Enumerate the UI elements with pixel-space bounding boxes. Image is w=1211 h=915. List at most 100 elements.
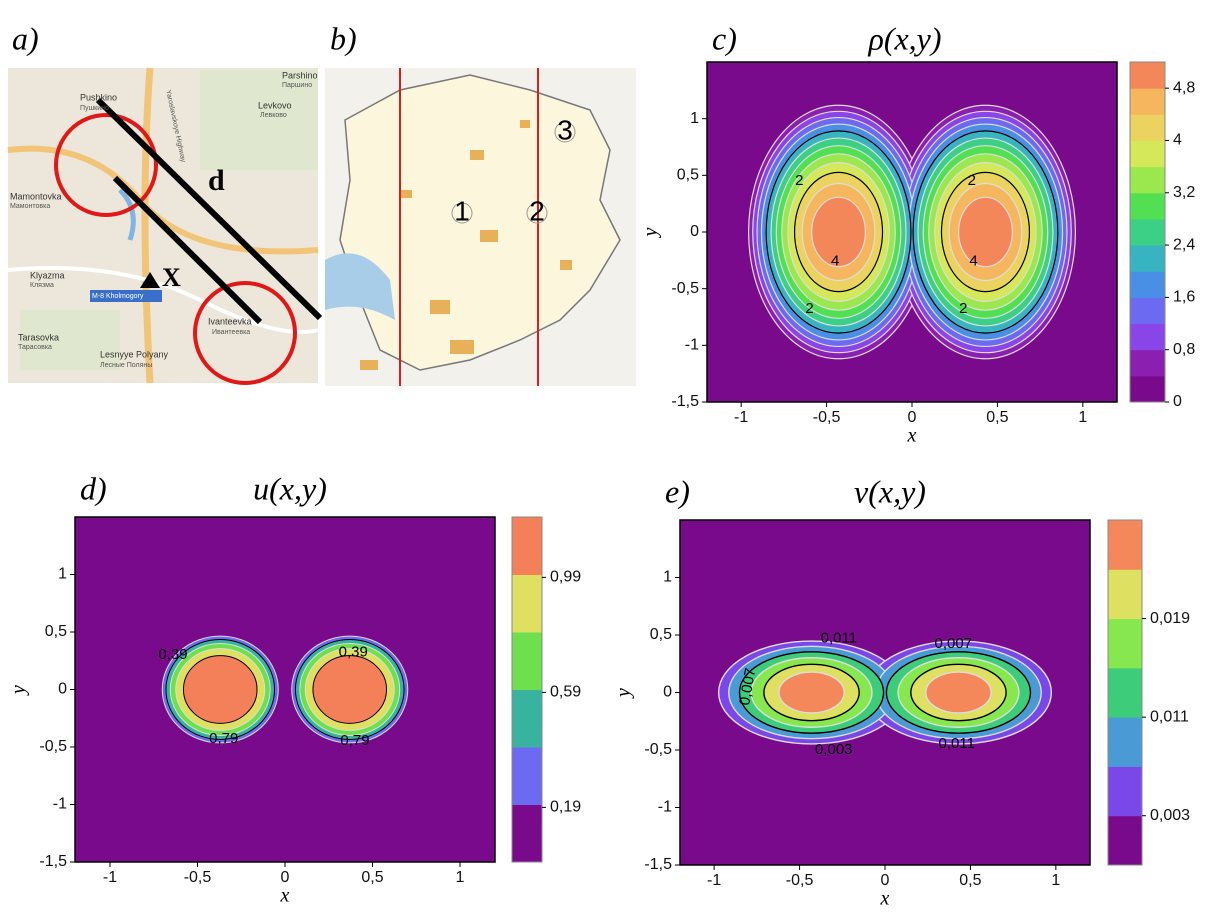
y-axis-label: y — [613, 688, 635, 699]
contour-label: 4 — [831, 252, 839, 269]
panel-label: b) — [330, 20, 357, 56]
place-label: Lesnyye Polyany — [100, 349, 169, 359]
x-tick-label: 1 — [1078, 409, 1087, 426]
place-label: Tarasovka — [18, 332, 59, 342]
place-label: M-8 Kholmogory — [92, 293, 144, 300]
colorbar-band — [1130, 140, 1165, 167]
y-tick-label: 0,5 — [650, 626, 672, 643]
colorbar-tick-label: 0,19 — [550, 799, 581, 816]
y-tick-label: -1,5 — [671, 393, 699, 410]
x-tick-label: -1 — [707, 872, 721, 889]
place-label: Ивантеевка — [212, 329, 250, 336]
colorbar-band — [1130, 271, 1165, 298]
colorbar-band — [512, 575, 542, 633]
contour-label: 0,011 — [939, 735, 975, 752]
figure: PushkinoПушкиноMamontovkaМамонтовкаKlyaz… — [0, 0, 1211, 910]
contour-label: 0,79 — [340, 732, 369, 749]
colorbar-band — [1130, 167, 1165, 194]
colorbar-tick-label: 4 — [1173, 132, 1182, 149]
y-tick-label: 1 — [58, 566, 67, 583]
contour-label: 0,39 — [339, 644, 368, 661]
contour-label: 2 — [805, 300, 813, 317]
x-tick-label: -1 — [734, 409, 748, 426]
y-axis-label: y — [8, 685, 30, 696]
y-tick-label: 0,5 — [45, 623, 67, 640]
colorbar-tick-label: 0,019 — [1150, 610, 1190, 627]
colorbar-tick-label: 0,8 — [1173, 341, 1195, 358]
x-tick-label: 1 — [1051, 872, 1060, 889]
plot-title: u(x,y) — [253, 470, 327, 506]
colorbar-band — [1130, 219, 1165, 246]
x-axis-label: x — [280, 885, 290, 907]
colorbar-band — [1108, 816, 1142, 866]
place-label: Лесные Поляны — [100, 362, 152, 369]
x-tick-label: 1 — [456, 869, 465, 886]
colorbar-band — [1108, 619, 1142, 669]
step-label: X — [162, 263, 181, 292]
colorbar-band — [1108, 766, 1142, 816]
colorbar-band — [512, 632, 542, 690]
contour-band — [926, 672, 991, 713]
x-tick-label: 0,5 — [986, 409, 1008, 426]
y-tick-label: 0 — [58, 681, 67, 698]
y-tick-label: -1 — [658, 799, 672, 816]
place-label: Левково — [260, 112, 287, 119]
contour-label: 0,007 — [935, 635, 973, 652]
place-label: Pushkino — [80, 92, 117, 102]
colorbar-tick-label: 0,003 — [1150, 807, 1190, 824]
plot-background — [75, 517, 495, 862]
panel-label: d) — [80, 470, 107, 506]
colorbar-band — [1130, 62, 1165, 89]
y-tick-label: 0,5 — [677, 167, 699, 184]
place-label: Клязма — [30, 282, 54, 289]
colorbar-tick-label: 2,4 — [1173, 236, 1195, 253]
y-tick-label: -1,5 — [644, 856, 672, 873]
colorbar-band — [1130, 297, 1165, 324]
colorbar-tick-label: 0,99 — [550, 569, 581, 586]
contour-label: 0,39 — [158, 646, 187, 663]
colorbar-band — [512, 690, 542, 748]
x-tick-label: -0,5 — [184, 869, 212, 886]
colorbar-band — [512, 805, 542, 863]
contour-band — [183, 656, 257, 724]
contour-label: 4 — [969, 252, 977, 269]
colorbar-band — [1108, 668, 1142, 718]
y-tick-label: 1 — [663, 569, 672, 586]
x-tick-label: -0,5 — [813, 409, 841, 426]
y-tick-label: 0 — [663, 684, 672, 701]
colorbar-band — [1108, 569, 1142, 619]
colorbar-band — [1130, 245, 1165, 272]
colorbar-tick-label: 3,2 — [1173, 184, 1195, 201]
place-label: Mamontovka — [10, 191, 62, 201]
y-tick-label: 1 — [690, 110, 699, 127]
x-tick-label: 0,5 — [361, 869, 383, 886]
colorbar-band — [1130, 376, 1165, 403]
place-label: Тарасовка — [18, 344, 52, 351]
x-axis-label: x — [880, 888, 890, 910]
contour-band — [779, 672, 844, 713]
colorbar-tick-label: 0,59 — [550, 684, 581, 701]
place-label: Пушкино — [80, 105, 109, 112]
point-label: 1 — [454, 195, 470, 226]
y-tick-label: -1,5 — [39, 853, 67, 870]
point-label: 2 — [529, 195, 545, 226]
contour-label: 2 — [959, 300, 967, 317]
contour-band — [959, 197, 1013, 266]
contour-label: 0,011 — [821, 629, 857, 646]
place-label: Паршино — [282, 82, 312, 89]
plot-title: v(x,y) — [854, 473, 926, 509]
place-label: Ivanteevka — [208, 316, 252, 326]
x-tick-label: -1 — [103, 869, 117, 886]
y-axis-label: y — [640, 227, 662, 238]
y-tick-label: -0,5 — [39, 738, 67, 755]
colorbar-band — [1130, 88, 1165, 115]
x-axis-label: x — [907, 425, 917, 447]
colorbar-band — [1130, 324, 1165, 351]
colorbar-band — [1130, 114, 1165, 141]
colorbar-band — [512, 517, 542, 575]
y-tick-label: 0 — [690, 223, 699, 240]
point-label: 3 — [557, 114, 573, 145]
